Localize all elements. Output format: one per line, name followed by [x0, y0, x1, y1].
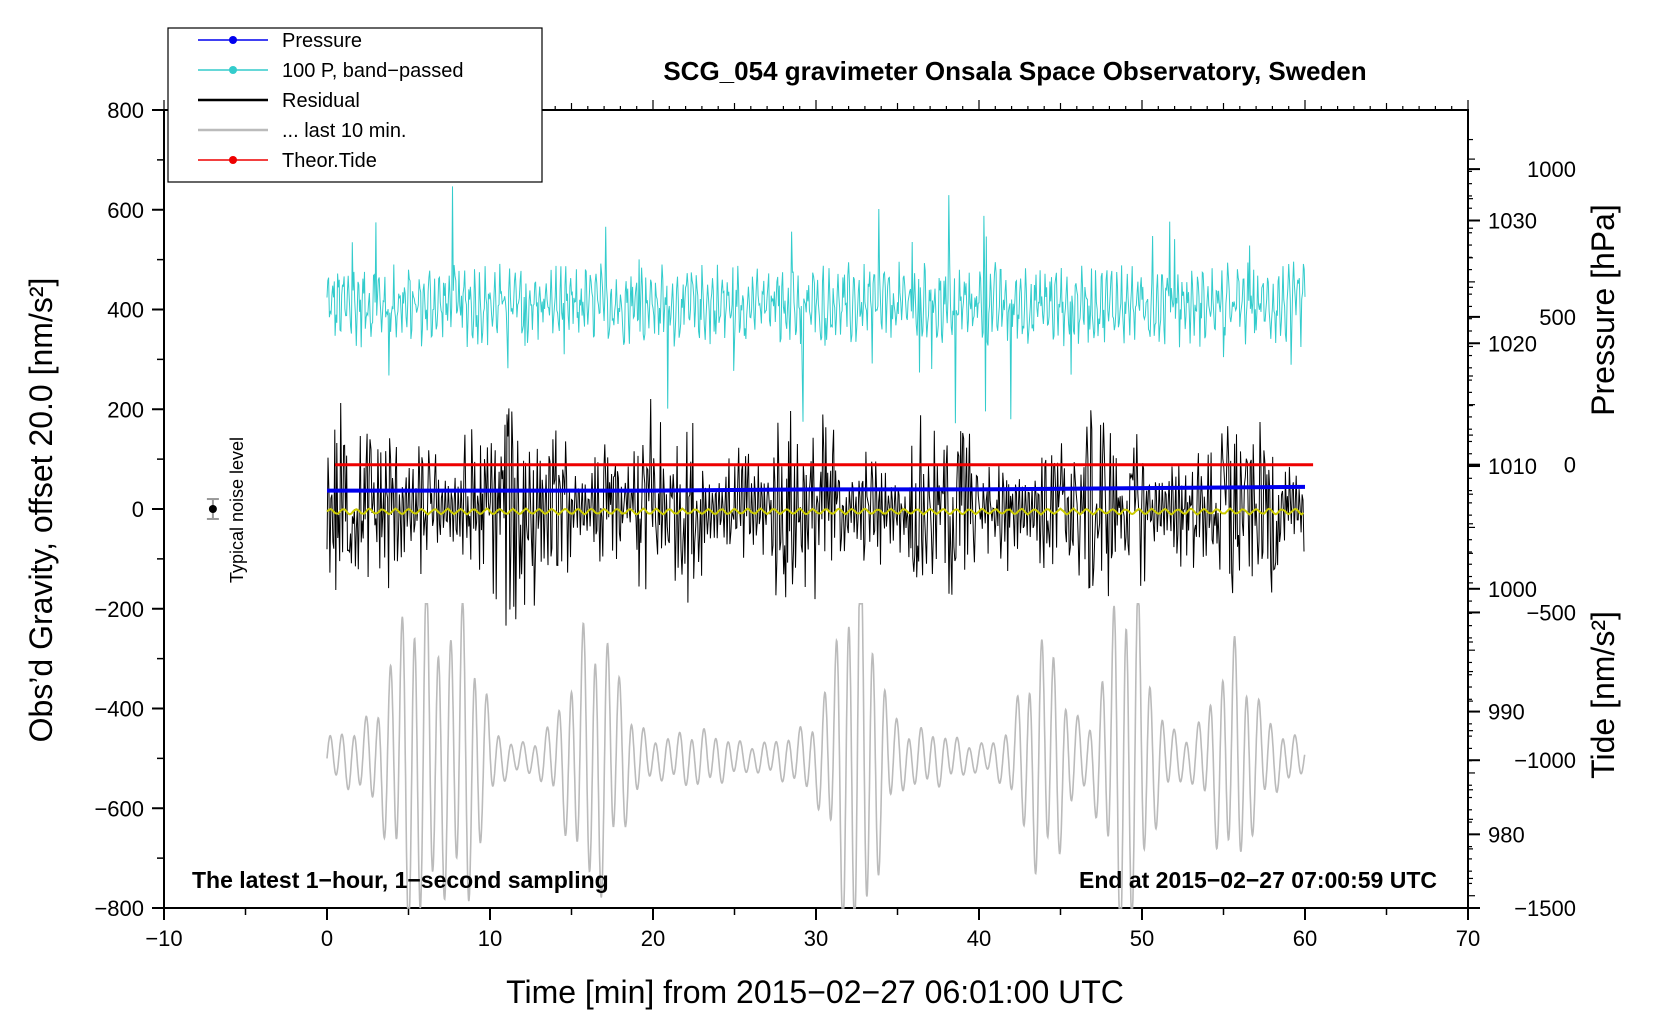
x-tick-label: 30	[804, 926, 828, 951]
pressure-axis: 980 990 1000 1010 1020 1030	[1468, 158, 1537, 897]
series-last-10-min-line	[326, 602, 1306, 909]
y-tick-label: −400	[94, 697, 144, 722]
legend-label: Residual	[282, 90, 360, 112]
noise-level-label: Typical noise level	[227, 437, 247, 583]
x-tick-label: 60	[1293, 926, 1317, 951]
pressure-tick-label: 980	[1488, 822, 1525, 847]
series-smoothed-line	[326, 507, 1305, 516]
series-residual-line	[326, 398, 1305, 626]
legend-box	[167, 27, 543, 183]
legend-label: 100 P, band−passed	[282, 60, 463, 82]
tide-axis: −1500 −1000 −500 0 500 1000	[1468, 138, 1576, 921]
series-band-passed-line	[326, 186, 1306, 424]
x-axis: −10 0 10 20 30 40 50 60 70	[145, 100, 1480, 951]
x-tick-label: 10	[478, 926, 502, 951]
legend: Pressure 100 P, band−passed Residual ... la…	[167, 27, 543, 183]
tide-tick-label: −500	[1526, 600, 1576, 625]
y-tick-label: 200	[107, 397, 144, 422]
legend-label: Theor.Tide	[282, 150, 377, 172]
x-tick-label: 50	[1130, 926, 1154, 951]
pressure-tick-label: 1020	[1488, 331, 1537, 356]
y-axis: −800 −600 −400 −200 0 200 400 600 800	[94, 98, 164, 921]
series-layer	[326, 186, 1314, 909]
y-tick-label: 600	[107, 198, 144, 223]
chart-title: SCG_054 gravimeter Onsala Space Observat…	[663, 56, 1366, 86]
y-tick-label: 0	[132, 497, 144, 522]
pressure-tick-label: 1030	[1488, 208, 1537, 233]
x-tick-label: −10	[145, 926, 182, 951]
legend-marker	[229, 66, 237, 74]
tide-tick-label: 1000	[1527, 157, 1576, 182]
legend-label: ... last 10 min.	[282, 120, 407, 142]
pressure-axis-title: Pressure [hPa]	[1585, 204, 1621, 416]
x-tick-label: 70	[1456, 926, 1480, 951]
x-tick-label: 20	[641, 926, 665, 951]
noise-marker	[206, 498, 219, 520]
pressure-tick-label: 1010	[1488, 454, 1537, 479]
series-pressure-line	[327, 484, 1306, 493]
sampling-annotation: The latest 1−hour, 1−second sampling	[192, 867, 609, 893]
tide-axis-title: Tide [nm/s²]	[1585, 611, 1621, 779]
legend-label: Pressure	[282, 30, 362, 52]
noise-point	[208, 505, 217, 513]
tide-tick-label: −1500	[1514, 896, 1576, 921]
x-tick-label: 40	[967, 926, 991, 951]
y-tick-label: −600	[94, 796, 144, 821]
tide-tick-label: 0	[1564, 453, 1576, 478]
pressure-tick-label: 1000	[1488, 577, 1537, 602]
y-tick-label: 800	[107, 98, 144, 123]
pressure-tick-label: 990	[1488, 700, 1525, 725]
y-axis-title: Obs’d Gravity, offset 20.0 [nm/s²]	[23, 278, 59, 743]
y-tick-label: 400	[107, 298, 144, 323]
x-axis-title: Time [min] from 2015−02−27 06:01:00 UTC	[506, 974, 1124, 1010]
legend-marker	[229, 156, 237, 164]
tide-tick-label: −1000	[1514, 748, 1576, 773]
tide-tick-label: 500	[1539, 305, 1576, 330]
end-time-annotation: End at 2015−02−27 07:00:59 UTC	[1079, 867, 1437, 893]
x-tick-label: 0	[321, 926, 333, 951]
legend-marker	[229, 36, 237, 44]
y-tick-label: −800	[94, 896, 144, 921]
y-tick-label: −200	[94, 597, 144, 622]
